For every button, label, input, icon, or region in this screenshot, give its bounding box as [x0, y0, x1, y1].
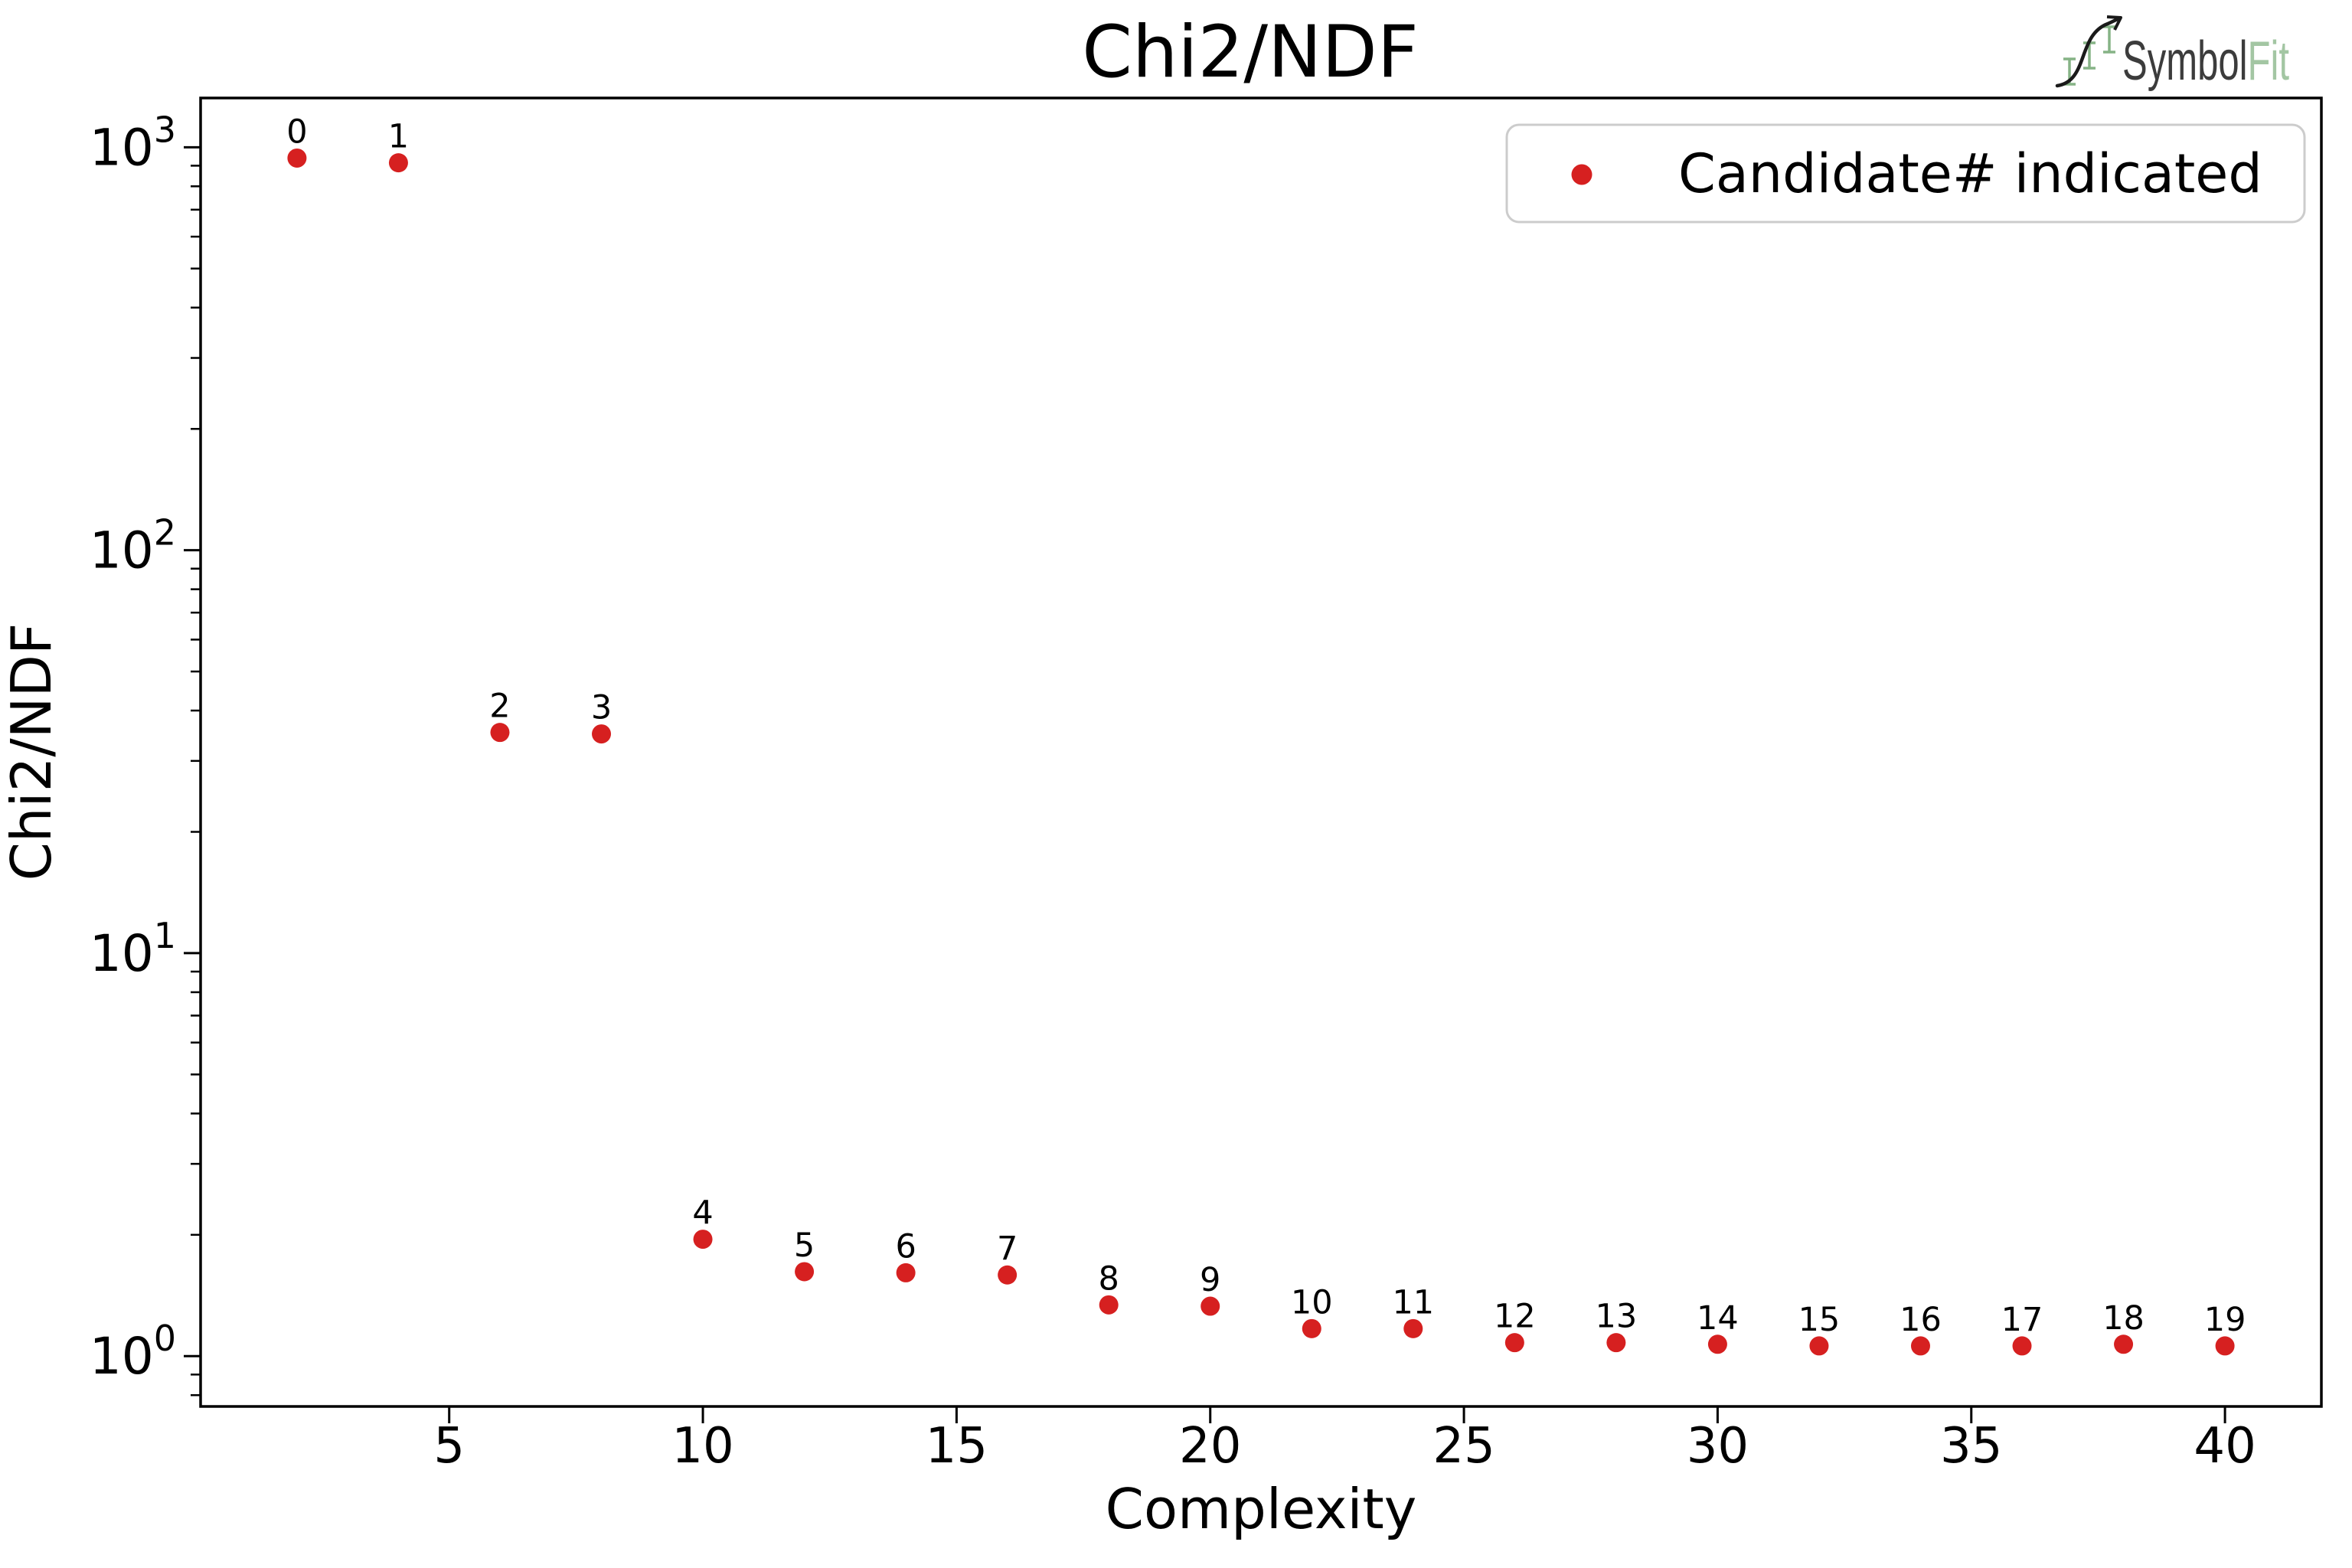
data-point-label: 6 [895, 1227, 916, 1266]
legend: Candidate# indicated [1505, 123, 2306, 224]
x-tick-label: 35 [1940, 1418, 2002, 1475]
chart-title: Chi2/NDF [1082, 11, 1419, 94]
data-point-label: 5 [794, 1227, 815, 1265]
y-tick-label: 103 [90, 109, 176, 177]
data-point-label: 10 [1291, 1283, 1333, 1321]
data-point-dot [896, 1263, 916, 1282]
plot-area [199, 96, 2323, 1408]
y-axis-label: Chi2/NDF [0, 623, 64, 881]
logo-text-secondary: Fit [2248, 31, 2289, 92]
data-point-label: 18 [2102, 1299, 2145, 1338]
data-point-dot [1302, 1318, 1321, 1338]
data-point-label: 1 [388, 118, 409, 156]
data-point-dot [1504, 1333, 1524, 1353]
y-tick-label: 100 [90, 1318, 176, 1386]
data-point-dot [1200, 1296, 1220, 1316]
data-point-dot [287, 148, 307, 168]
data-point-dot [2012, 1336, 2032, 1356]
legend-label: Candidate# indicated [1678, 142, 2262, 205]
data-point-label: 12 [1494, 1298, 1536, 1336]
y-tick-label: 102 [90, 512, 176, 580]
symbolfit-icon [2055, 15, 2122, 88]
data-point-dot [1707, 1334, 1727, 1354]
data-point-label: 17 [2001, 1301, 2043, 1339]
data-point-dot [490, 723, 510, 743]
data-point-dot [1403, 1318, 1423, 1338]
data-point-label: 3 [591, 689, 612, 727]
x-tick-label: 25 [1432, 1418, 1494, 1475]
data-point-label: 16 [1900, 1301, 1942, 1339]
legend-box [1505, 123, 2306, 224]
data-point-dot [998, 1265, 1018, 1285]
data-point-label: 7 [997, 1230, 1018, 1268]
data-point-dot [795, 1262, 815, 1282]
data-point-dot [388, 153, 408, 173]
data-point-dot [2215, 1336, 2235, 1356]
symbolfit-logo: SymbolFit [2055, 15, 2289, 92]
data-point-label: 11 [1392, 1283, 1434, 1321]
x-axis-label: Complexity [1106, 1477, 1417, 1541]
x-tick-label: 15 [926, 1418, 988, 1475]
data-point-dot [1809, 1336, 1829, 1356]
data-point-dot [592, 724, 612, 744]
data-point-dot [693, 1230, 713, 1250]
logo-text-primary: Symbol [2122, 31, 2248, 92]
x-tick-label: 5 [433, 1418, 465, 1475]
x-tick-label: 30 [1687, 1418, 1749, 1475]
data-point-label: 8 [1099, 1259, 1119, 1298]
data-point-dot [1099, 1295, 1119, 1315]
y-tick-label: 101 [90, 915, 176, 983]
logo-text: SymbolFit [2122, 31, 2289, 92]
data-point-dot [2114, 1334, 2134, 1354]
data-point-label: 15 [1798, 1301, 1841, 1339]
x-tick-label: 40 [2194, 1418, 2256, 1475]
data-point-dot [1910, 1336, 1930, 1356]
x-tick-label: 20 [1179, 1418, 1241, 1475]
data-point-label: 13 [1596, 1298, 1638, 1336]
x-tick-label: 10 [671, 1418, 733, 1475]
data-point-dot [1606, 1333, 1626, 1353]
data-point-label: 14 [1697, 1299, 1739, 1338]
data-point-label: 4 [692, 1194, 713, 1233]
data-point-label: 19 [2204, 1301, 2246, 1339]
data-point-label: 9 [1200, 1261, 1220, 1299]
legend-marker-icon [1571, 164, 1592, 185]
data-point-label: 0 [286, 113, 307, 151]
data-point-label: 2 [489, 688, 510, 726]
